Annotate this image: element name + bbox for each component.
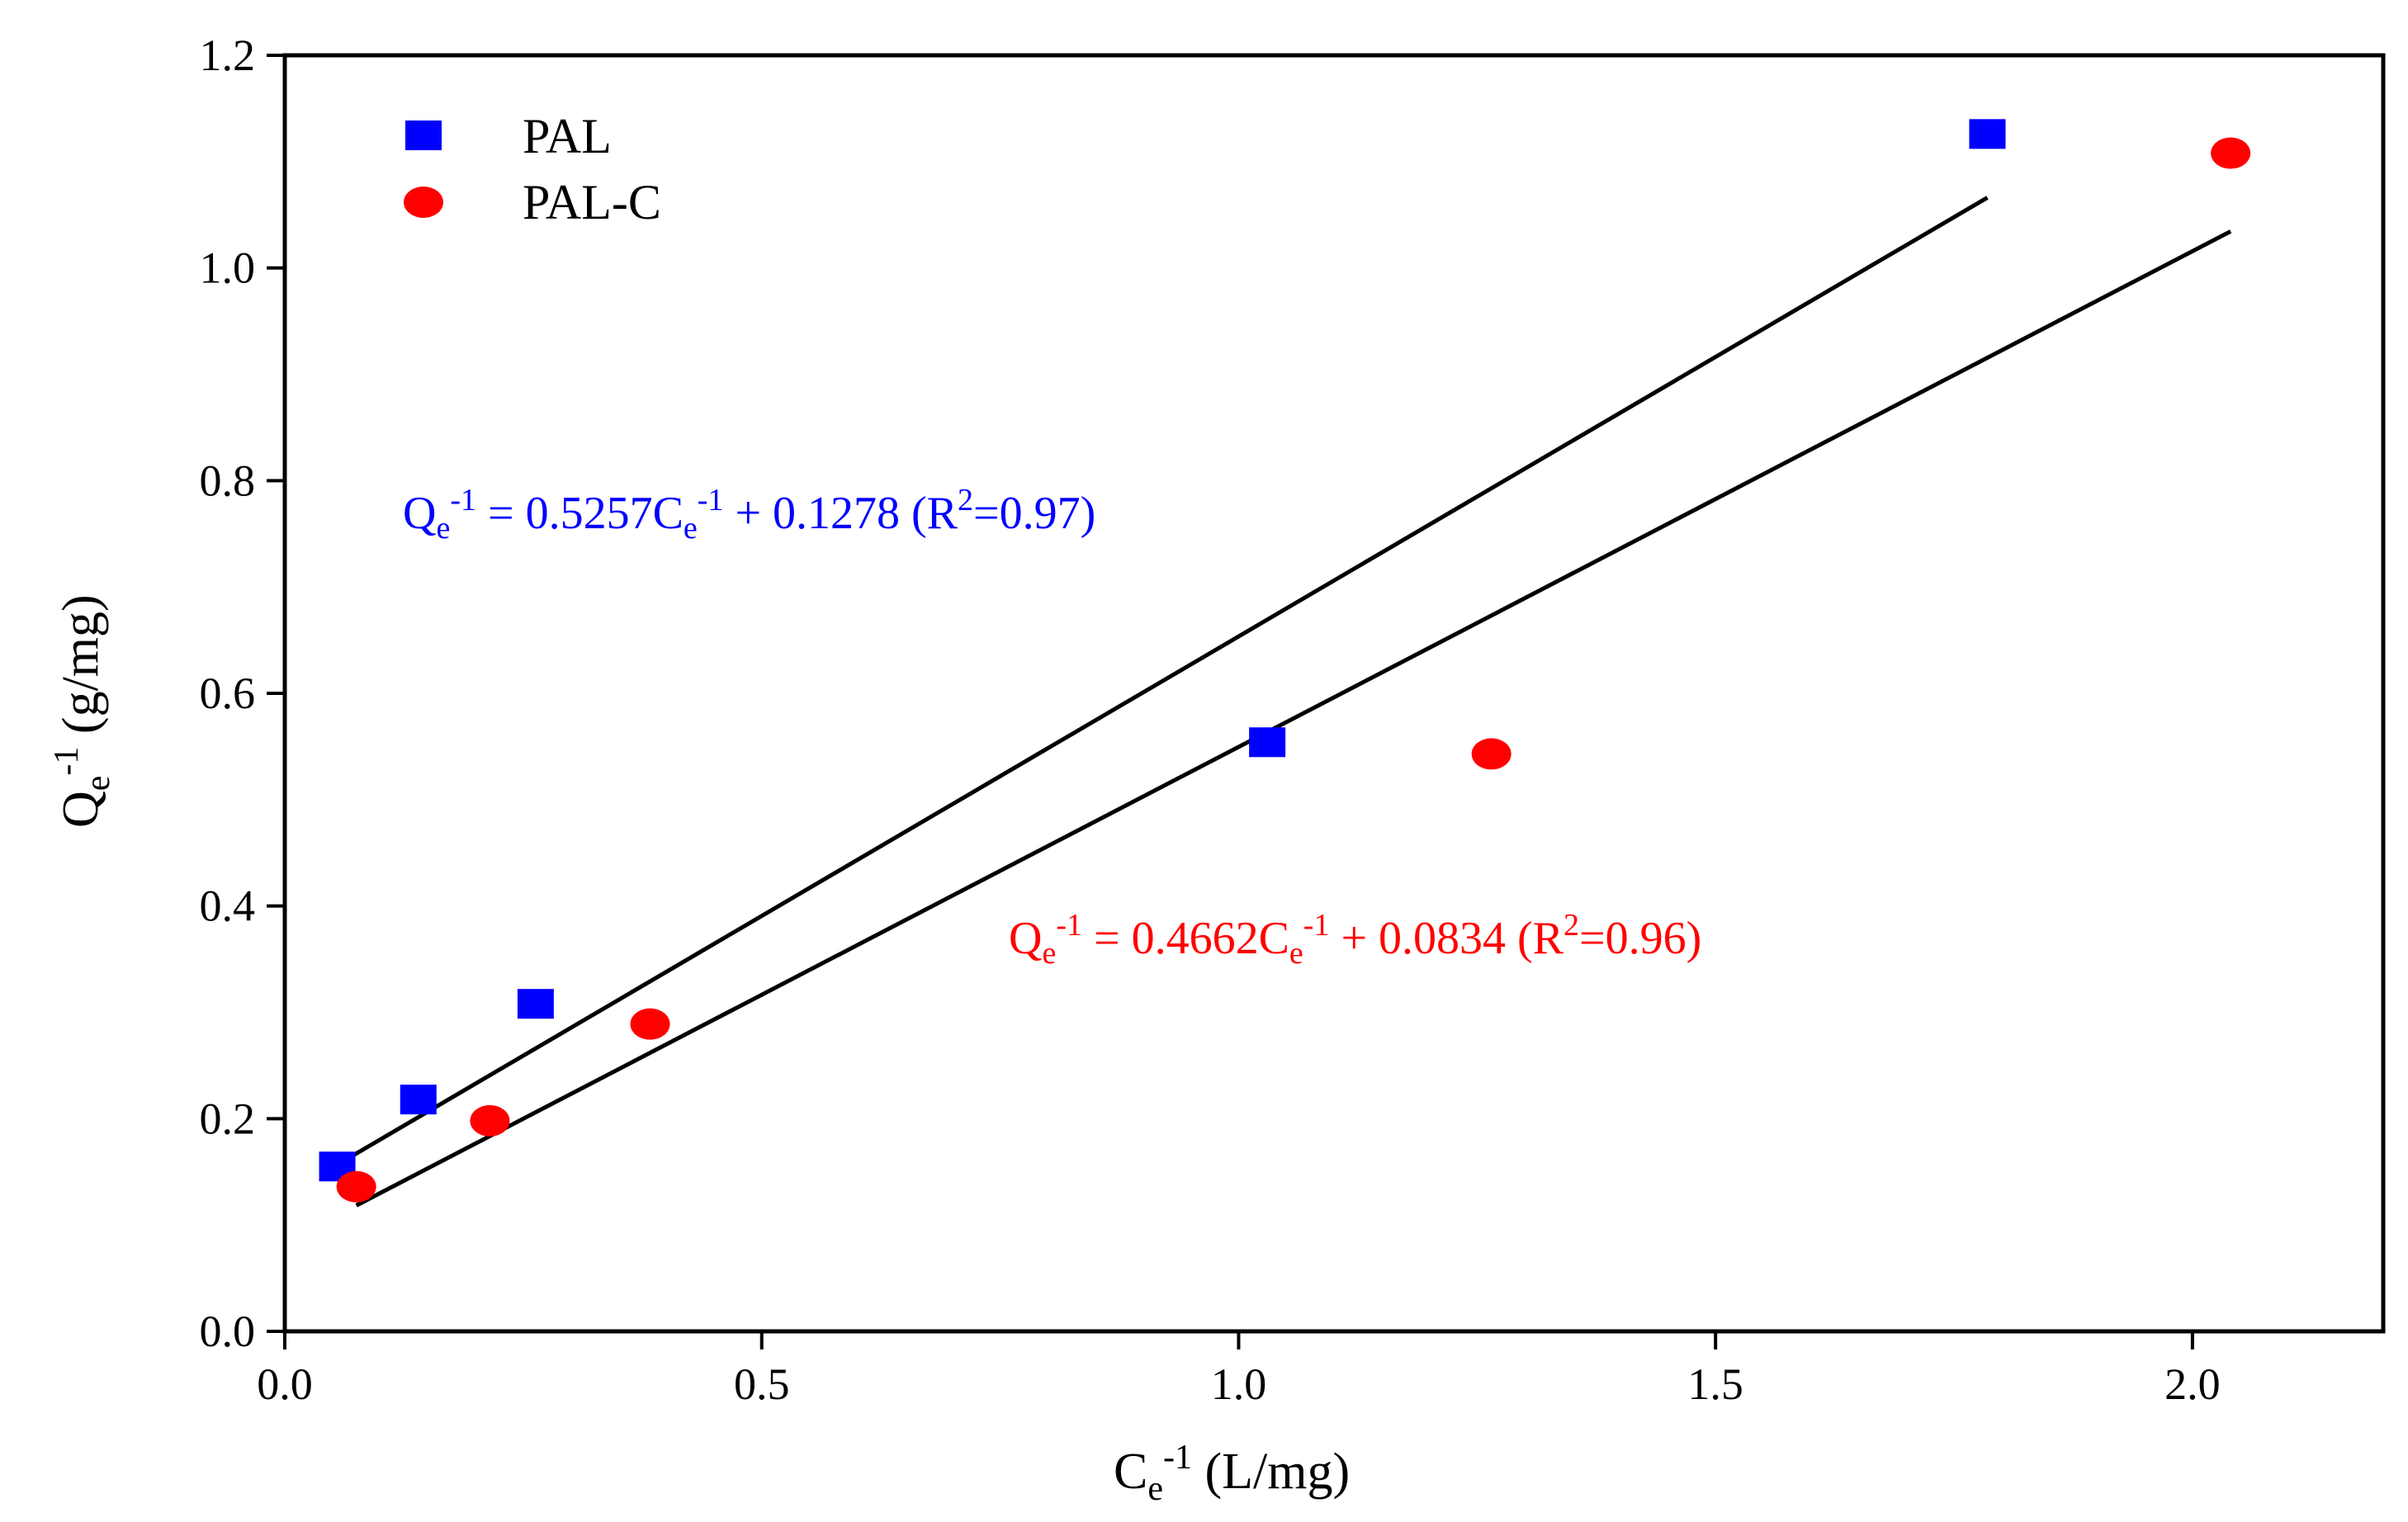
point-pal-c [1471,738,1512,770]
point-pal-c [630,1008,670,1040]
legend-label-pal: PAL [523,109,612,163]
point-pal [1249,727,1286,758]
fit-lines [336,196,2232,1208]
point-pal-c [336,1170,376,1203]
y-axis-title: Qe-1 (g/mg) [48,594,117,828]
x-tick-label: 0.5 [734,1359,790,1409]
point-pal [517,989,554,1019]
y-tick-label: 0.8 [200,456,256,505]
point-pal-c [470,1104,510,1137]
x-tick-label: 2.0 [2164,1359,2221,1409]
x-axis-title: Ce-1 (L/mg) [1114,1439,1350,1508]
fit-line-pal [336,196,1989,1167]
equation-pal-c: Qe-1 = 0.4662Ce-1 + 0.0834 (R2=0.96) [1009,908,1701,971]
equation-pal: Qe-1 = 0.5257Ce-1 + 0.1278 (R2=0.97) [403,483,1095,546]
x-tick-label: 1.0 [1211,1359,1267,1409]
y-tick-label: 1.0 [200,243,256,293]
y-tick-label: 0.4 [200,882,256,931]
point-pal-c [2211,137,2251,169]
legend-marker-pal [405,121,442,150]
x-tick-label: 1.5 [1687,1359,1743,1409]
y-tick-label: 0.0 [200,1307,256,1356]
legend: PAL PAL-C [404,109,661,229]
data-points [319,119,2251,1203]
y-tick-label: 1.2 [200,31,256,80]
axes: 0.0 0.5 1.0 1.5 2.0 0.0 0.2 0.4 0.6 0.8 1.0 1.2 [200,31,2386,1409]
y-tick-label: 0.2 [200,1094,256,1143]
y-tick-label: 0.6 [200,669,256,718]
legend-marker-pal-c [404,187,443,218]
plot-frame [282,53,2386,1334]
legend-label-pal-c: PAL-C [523,175,661,229]
point-pal [400,1085,437,1115]
x-tick-label: 0.0 [257,1359,313,1409]
fit-line-pal-c [355,229,2232,1208]
point-pal [1969,119,2006,149]
